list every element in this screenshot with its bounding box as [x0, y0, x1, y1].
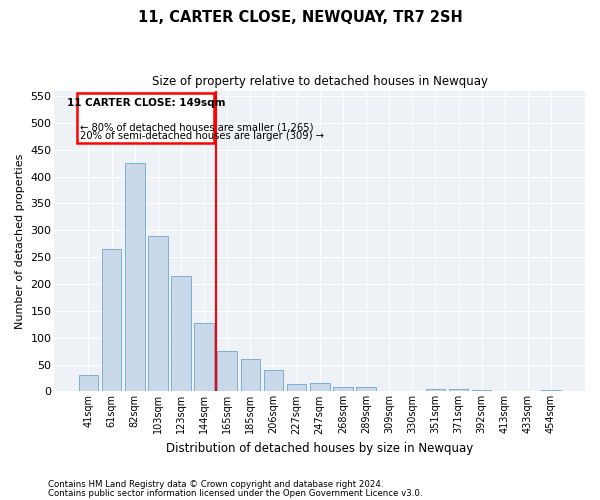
FancyBboxPatch shape [77, 93, 214, 143]
X-axis label: Distribution of detached houses by size in Newquay: Distribution of detached houses by size … [166, 442, 473, 455]
Bar [217, 350, 237, 392]
Bar [356, 387, 376, 392]
Text: Contains public sector information licensed under the Open Government Licence v3: Contains public sector information licen… [48, 488, 422, 498]
Bar [79, 376, 98, 392]
Bar [171, 276, 191, 392]
Text: 11 CARTER CLOSE: 149sqm: 11 CARTER CLOSE: 149sqm [67, 98, 225, 108]
Bar [241, 359, 260, 392]
Bar [194, 322, 214, 392]
Text: Contains HM Land Registry data © Crown copyright and database right 2024.: Contains HM Land Registry data © Crown c… [48, 480, 383, 489]
Text: ← 80% of detached houses are smaller (1,265): ← 80% of detached houses are smaller (1,… [80, 122, 313, 132]
Bar [472, 390, 491, 392]
Bar [102, 249, 121, 392]
Text: 20% of semi-detached houses are larger (309) →: 20% of semi-detached houses are larger (… [80, 131, 323, 141]
Bar [125, 163, 145, 392]
Y-axis label: Number of detached properties: Number of detached properties [15, 154, 25, 328]
Bar [425, 388, 445, 392]
Bar [148, 236, 167, 392]
Bar [287, 384, 307, 392]
Bar [310, 384, 329, 392]
Bar [541, 390, 561, 392]
Text: 11, CARTER CLOSE, NEWQUAY, TR7 2SH: 11, CARTER CLOSE, NEWQUAY, TR7 2SH [137, 10, 463, 25]
Bar [449, 389, 469, 392]
Title: Size of property relative to detached houses in Newquay: Size of property relative to detached ho… [152, 75, 488, 88]
Bar [263, 370, 283, 392]
Bar [333, 387, 353, 392]
